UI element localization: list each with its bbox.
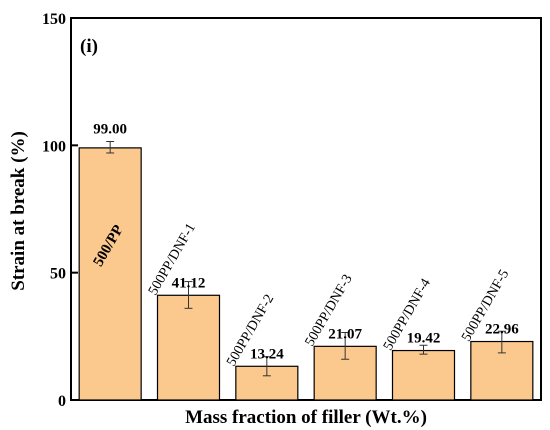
data-label: 19.42: [407, 331, 441, 347]
panel-label: (i): [80, 36, 98, 57]
x-axis-title: Mass fraction of filler (Wt.%): [185, 407, 427, 428]
data-label: 41.12: [172, 275, 206, 291]
y-axis-ticks: 0 50 100 150: [42, 11, 78, 410]
data-label: 22.96: [485, 322, 519, 338]
data-label: 13.24: [250, 346, 284, 362]
y-tick-label: 150: [42, 11, 66, 28]
bar: [391, 349, 456, 401]
bars-group: 99.00500/PP41.12500PP/DNF-113.24500PP/DN…: [78, 122, 534, 401]
bar: [156, 294, 221, 401]
y-tick-label: 0: [58, 393, 66, 410]
plot-border: [70, 17, 542, 401]
plot-area: [70, 17, 542, 401]
bar: [78, 147, 142, 401]
data-label: 99.00: [93, 122, 127, 138]
data-label: 21.07: [328, 326, 362, 342]
y-tick-label: 100: [42, 138, 66, 155]
y-tick-label: 50: [50, 266, 66, 283]
y-axis-title: Strain at break (%): [8, 131, 29, 291]
